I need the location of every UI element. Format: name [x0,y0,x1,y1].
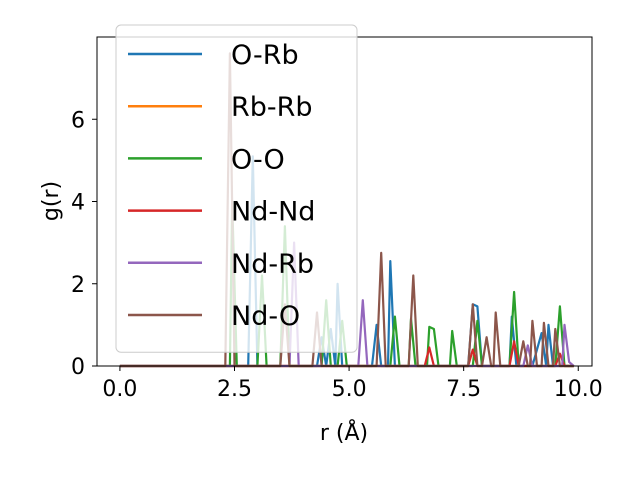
y-tick-label: 4 [71,191,85,216]
legend-label-o-rb: O-Rb [231,40,299,71]
legend-label-nd-o: Nd-O [231,301,300,332]
x-tick-label: 2.5 [217,377,252,402]
x-axis-label: r (Å) [320,419,368,446]
y-tick-label: 0 [71,355,85,380]
legend-label-rb-rb: Rb-Rb [231,92,313,123]
x-tick-label: 10.0 [554,377,603,402]
legend-label-o-o: O-O [231,144,285,175]
x-tick-label: 5.0 [332,377,367,402]
legend-label-nd-nd: Nd-Nd [231,197,315,228]
x-tick-label: 0.0 [102,377,137,402]
y-tick-label: 6 [71,108,85,133]
x-axis-ticks: 0.0 2.5 5.0 7.5 10.0 [102,366,603,402]
x-tick-label: 7.5 [446,377,481,402]
y-tick-label: 2 [71,273,85,298]
legend: O-Rb Rb-Rb O-O Nd-Nd Nd-Rb Nd-O [115,24,358,353]
y-axis-ticks: 0 2 4 6 [71,108,97,380]
y-axis-label: g(r) [39,181,64,221]
legend-label-nd-rb: Nd-Rb [231,249,314,280]
